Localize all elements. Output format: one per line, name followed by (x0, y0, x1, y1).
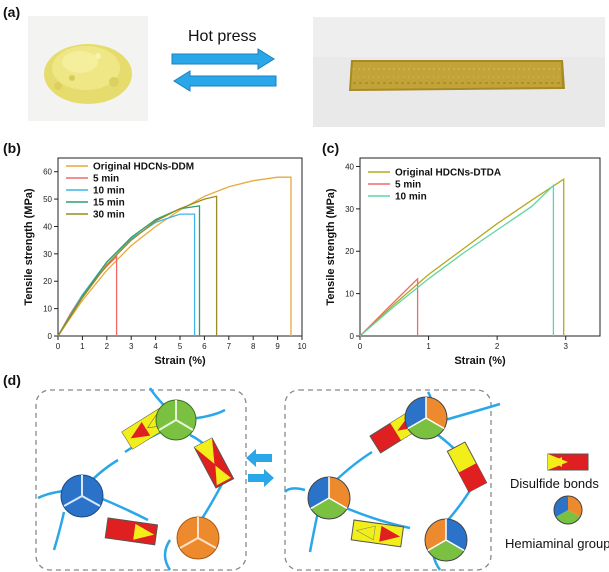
x-axis-label: Strain (%) (154, 355, 206, 367)
hemiaminal-sphere-mixed-right-left (307, 476, 351, 520)
legend-entry: 10 min (395, 192, 427, 203)
series-line (359, 177, 565, 337)
series-line (359, 277, 419, 337)
y-tick-label: 20 (345, 247, 354, 256)
hemiaminal-sphere-orange-left (176, 516, 220, 560)
x-axis-label: Strain (%) (454, 355, 506, 367)
y-tick-label: 50 (43, 195, 52, 204)
disulfide-bond-right-2 (446, 441, 488, 493)
panel-label-c: (c) (322, 140, 340, 156)
network-box-right (284, 389, 492, 571)
legend-entry: 10 min (93, 186, 125, 197)
y-tick-label: 60 (43, 168, 52, 177)
legend-entry: 5 min (395, 180, 421, 191)
x-tick-label: 6 (202, 342, 207, 351)
y-tick-label: 0 (48, 332, 53, 341)
exchange-arrow-left (246, 449, 272, 467)
powder-photo (28, 16, 148, 121)
disulfide-bond-right-3 (350, 519, 405, 548)
panel-label-d: (d) (3, 372, 21, 388)
hemiaminal-sphere-blue-left (60, 474, 104, 518)
panel-label-a: (a) (3, 4, 21, 20)
series-line (57, 205, 201, 337)
y-tick-label: 40 (43, 222, 52, 231)
series-line (57, 213, 196, 337)
x-tick-label: 1 (80, 342, 85, 351)
x-tick-label: 7 (227, 342, 232, 351)
legend-entry: Original HDCNs-DTDA (395, 168, 501, 179)
y-tick-label: 40 (345, 162, 354, 171)
x-tick-label: 2 (495, 342, 500, 351)
legend-hemiaminal-label: Hemiaminal group (505, 536, 609, 551)
x-tick-label: 1 (426, 342, 431, 351)
panel-label-b: (b) (3, 140, 21, 156)
y-axis-label: Tensile strength (MPa) (23, 188, 35, 305)
x-tick-label: 0 (56, 342, 61, 351)
legend-disulfide-icon (547, 453, 589, 471)
hemiaminal-sphere-mixed-right-bottom (424, 518, 468, 562)
legend-entry: 30 min (93, 210, 125, 221)
chart-b: 0 1 2 3 4 5 6 7 8 9 10 0 10 20 30 40 50 60 Strain (%) Tensi… (23, 157, 307, 367)
legend-hemiaminal-icon (553, 495, 583, 525)
exchange-arrow-right (248, 469, 274, 487)
x-tick-label: 0 (358, 342, 363, 351)
plot-frame (359, 157, 601, 337)
legend-entry: 15 min (93, 198, 125, 209)
series-line (57, 195, 218, 337)
x-tick-label: 4 (153, 342, 158, 351)
x-tick-label: 3 (129, 342, 134, 351)
legend-disulfide-label: Disulfide bonds (510, 476, 599, 491)
y-tick-label: 30 (345, 205, 354, 214)
x-tick-label: 3 (563, 342, 568, 351)
y-axis-label: Tensile strength (MPa) (325, 188, 337, 305)
x-tick-label: 10 (298, 342, 307, 351)
legend-entry: Original HDCNs-DDM (93, 162, 194, 173)
hemiaminal-sphere-green-left (155, 399, 197, 441)
y-tick-label: 10 (345, 290, 354, 299)
pressed-bar-photo (313, 17, 605, 127)
legend-entry: 5 min (93, 174, 119, 185)
hot-press-arrows (171, 48, 277, 92)
x-tick-label: 2 (105, 342, 110, 351)
x-tick-label: 5 (178, 342, 183, 351)
y-tick-label: 20 (43, 277, 52, 286)
y-tick-label: 0 (350, 332, 355, 341)
disulfide-bond-left-3 (104, 517, 159, 546)
series-line (359, 183, 555, 337)
x-tick-label: 8 (251, 342, 256, 351)
network-box-left (35, 389, 247, 571)
hemiaminal-sphere-mixed-right-top (404, 396, 448, 440)
series-line (57, 176, 292, 337)
y-tick-label: 10 (43, 305, 52, 314)
x-tick-label: 9 (275, 342, 280, 351)
hot-press-label: Hot press (188, 28, 257, 45)
network-schematic: Disulfide bonds Hemiaminal group (35, 387, 609, 571)
disulfide-bond-left-2 (193, 437, 235, 489)
y-tick-label: 30 (43, 250, 52, 259)
